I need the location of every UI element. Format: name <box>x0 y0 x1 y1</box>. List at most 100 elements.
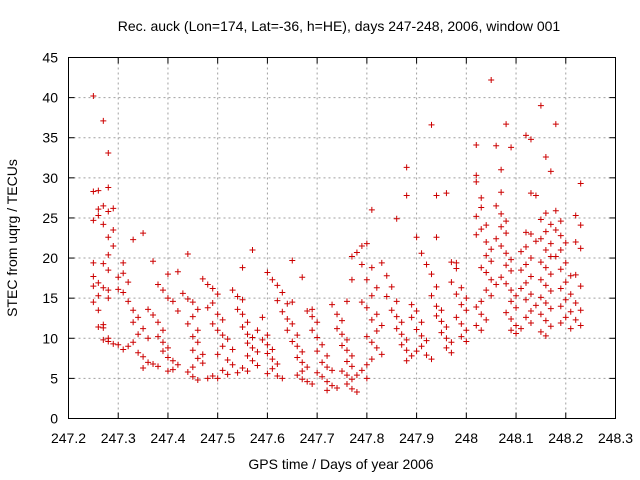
data-point <box>279 289 286 296</box>
data-point <box>348 352 355 359</box>
data-point <box>100 336 107 343</box>
data-point <box>339 331 345 338</box>
data-point <box>513 304 520 311</box>
data-point <box>537 294 544 301</box>
data-point <box>353 249 360 256</box>
data-point <box>249 334 256 341</box>
data-point <box>284 327 291 334</box>
data-point <box>115 274 122 281</box>
data-point <box>388 307 395 314</box>
data-point <box>304 364 311 371</box>
data-point <box>120 346 127 353</box>
data-point <box>159 339 166 346</box>
data-point <box>209 320 216 327</box>
data-point <box>284 300 291 307</box>
data-point <box>557 266 564 273</box>
data-point <box>547 221 554 228</box>
data-point <box>423 352 430 359</box>
data-point <box>229 346 236 353</box>
x-tick-label: 247.8 <box>349 430 384 446</box>
data-point <box>135 349 142 356</box>
data-point <box>368 316 375 323</box>
data-point <box>100 284 107 291</box>
data-point <box>408 301 415 308</box>
data-point <box>498 274 505 281</box>
data-point <box>373 284 380 291</box>
data-point <box>522 261 529 268</box>
data-point <box>518 285 525 292</box>
data-point <box>264 269 271 276</box>
data-point <box>363 333 370 340</box>
data-point <box>100 202 107 209</box>
data-point <box>503 262 510 269</box>
data-point <box>572 316 579 323</box>
data-point <box>473 213 480 220</box>
data-point <box>169 298 176 305</box>
data-point <box>443 324 450 331</box>
data-point <box>537 259 544 266</box>
data-point <box>393 298 400 305</box>
x-axis-label: GPS time / Days of year 2006 <box>248 456 433 472</box>
data-point <box>130 339 137 346</box>
data-point <box>488 276 495 283</box>
x-tick-label: 248.3 <box>598 430 633 446</box>
data-point <box>458 301 465 308</box>
data-point <box>443 335 450 342</box>
data-point <box>418 343 425 350</box>
data-point <box>174 308 181 315</box>
data-point <box>130 307 137 314</box>
data-point <box>179 290 186 297</box>
data-point <box>498 166 505 173</box>
y-tick-label: 0 <box>50 411 58 427</box>
data-point <box>473 303 480 310</box>
data-point <box>115 341 122 348</box>
data-point <box>90 93 97 100</box>
data-point <box>299 274 306 281</box>
data-point <box>269 356 276 363</box>
data-point <box>557 320 564 327</box>
data-point <box>110 243 117 250</box>
data-point <box>368 356 375 363</box>
data-point <box>314 369 321 376</box>
data-point <box>164 295 171 302</box>
data-point <box>343 358 350 365</box>
data-point <box>95 292 102 299</box>
data-point <box>358 367 365 374</box>
y-tick-label: 20 <box>42 250 58 266</box>
data-point <box>542 228 549 235</box>
data-point <box>194 327 201 334</box>
data-point <box>90 188 97 195</box>
data-point <box>463 295 470 302</box>
data-point <box>214 375 221 382</box>
data-point <box>518 267 525 274</box>
data-point <box>562 296 569 303</box>
data-point <box>209 285 216 292</box>
data-point <box>527 230 534 237</box>
data-point <box>110 340 117 347</box>
data-point <box>438 329 445 336</box>
data-point <box>244 331 251 338</box>
data-point <box>403 357 410 364</box>
data-point <box>527 320 534 327</box>
x-tick-label: 248 <box>455 430 479 446</box>
data-point <box>368 292 375 299</box>
data-point <box>164 271 171 278</box>
data-point <box>244 319 251 326</box>
data-point <box>493 142 500 149</box>
data-point <box>289 320 296 327</box>
data-point <box>508 256 515 263</box>
data-point <box>299 368 306 375</box>
data-point <box>214 291 221 298</box>
data-point <box>458 333 465 340</box>
data-point <box>493 235 500 242</box>
data-point <box>478 264 485 271</box>
data-point <box>100 117 107 124</box>
data-point <box>244 352 251 359</box>
data-point <box>363 240 370 247</box>
data-point <box>339 342 345 349</box>
data-point <box>343 336 350 343</box>
data-point <box>145 306 152 313</box>
data-point <box>478 194 485 201</box>
data-point <box>542 153 549 160</box>
data-point <box>219 332 226 339</box>
